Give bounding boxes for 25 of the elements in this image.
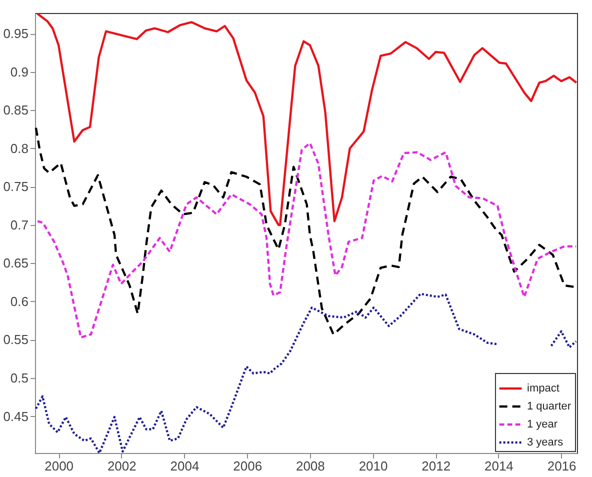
- y-tick-label: 0.9: [10, 64, 28, 80]
- y-tick-label: 0.75: [3, 179, 28, 194]
- x-tick-label: 2004: [170, 458, 200, 474]
- line-series: [36, 12, 578, 226]
- y-tick-label: 0.85: [3, 102, 28, 118]
- legend-label: 3 years: [527, 436, 564, 448]
- x-tick-label: 2008: [296, 458, 325, 474]
- y-tick-label: 0.65: [3, 256, 28, 271]
- x-tick-label: 2002: [107, 458, 136, 474]
- x-tick-label: 2006: [233, 458, 262, 474]
- legend-label: 1 quarter: [527, 400, 572, 412]
- y-tick-label: 0.45: [3, 408, 28, 424]
- y-tick-label: 0.6: [10, 294, 28, 309]
- y-tick-label: 0.8: [10, 140, 28, 156]
- y-tick-label: 0.95: [3, 26, 28, 42]
- x-tick-label: 2012: [422, 458, 451, 474]
- x-tick-label: 2010: [358, 458, 388, 474]
- x-tick-label: 2016: [547, 458, 576, 474]
- x-tick-label: 2000: [44, 458, 74, 474]
- legend-label: impact: [527, 382, 560, 394]
- y-tick-label: 0.55: [3, 332, 28, 348]
- legend-label: 1 year: [527, 418, 558, 430]
- y-tick-label: 0.7: [10, 217, 28, 232]
- y-tick-label: 0.5: [10, 370, 28, 386]
- x-tick-label: 2014: [484, 458, 514, 474]
